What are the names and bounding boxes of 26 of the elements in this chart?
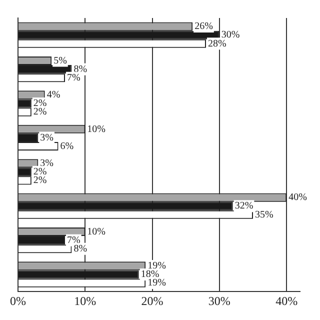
data-label: 3% bbox=[40, 158, 54, 169]
data-label: 40% bbox=[288, 192, 307, 204]
data-label: 4% bbox=[46, 90, 60, 101]
data-label: 32% bbox=[234, 200, 254, 212]
x-tick-label: 40% bbox=[276, 294, 298, 308]
x-tick-label: 30% bbox=[208, 294, 230, 308]
data-label: 30% bbox=[221, 30, 240, 41]
data-label: 18% bbox=[140, 269, 160, 280]
data-label: 2% bbox=[33, 175, 47, 186]
data-label: 6% bbox=[60, 140, 74, 152]
x-tick-label: 0% bbox=[10, 294, 26, 308]
data-label: 8% bbox=[74, 64, 88, 75]
data-label: 35% bbox=[255, 209, 274, 220]
data-label: 5% bbox=[54, 55, 67, 66]
data-label: 28% bbox=[208, 38, 226, 50]
data-label: 10% bbox=[87, 124, 106, 135]
data-label: 8% bbox=[74, 243, 88, 254]
x-tick-label: 20% bbox=[141, 294, 164, 308]
x-tick-label: 10% bbox=[74, 294, 96, 308]
data-label: 2% bbox=[33, 106, 47, 118]
data-label: 3% bbox=[40, 132, 54, 144]
data-label: 10% bbox=[87, 226, 106, 238]
data-label: 7% bbox=[67, 72, 80, 84]
data-label: 19% bbox=[148, 278, 166, 289]
data-label: 7% bbox=[67, 234, 80, 246]
data-label: 26% bbox=[194, 21, 213, 32]
